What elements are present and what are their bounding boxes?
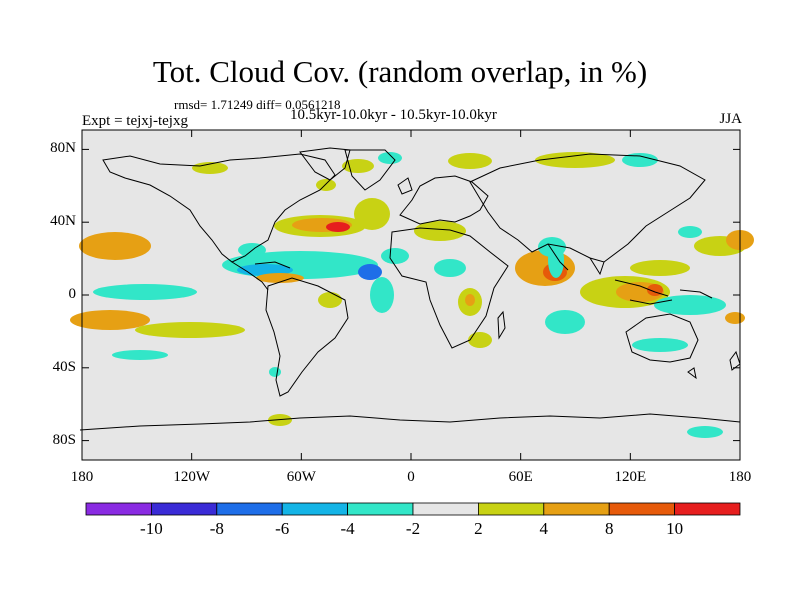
anomaly-patch (538, 237, 566, 257)
anomaly-patch (465, 294, 475, 306)
colorbar-label: -4 (340, 519, 355, 538)
x-tick-label: 180 (70, 469, 94, 485)
anomaly-patch (687, 426, 723, 438)
x-tick-label: 180 (728, 469, 752, 485)
anomaly-patch (678, 226, 702, 238)
anomaly-patch (381, 248, 409, 264)
colorbar-label: -2 (405, 519, 421, 538)
anomaly-patch (354, 198, 390, 230)
y-tick-label: 80N (50, 140, 76, 157)
anomaly-patch (318, 292, 342, 308)
colorbar-label: -10 (140, 519, 163, 538)
colorbar-segment (412, 502, 479, 516)
colorbar-segment (85, 502, 152, 516)
anomaly-patch (632, 338, 688, 352)
colorbar-label: -6 (275, 519, 290, 538)
anomaly-patch (414, 221, 466, 241)
colorbar-label: 2 (474, 519, 483, 538)
rmsd-diff-stats: rmsd= 1.71249 diff= 0.0561218 (174, 97, 341, 112)
anomaly-patch (434, 259, 466, 277)
anomaly-patch (135, 322, 245, 338)
anomaly-patch (269, 367, 281, 377)
anomaly-patch (622, 153, 658, 167)
anomaly-patch (370, 277, 394, 313)
anomaly-patch (237, 264, 293, 276)
anomaly-patch (112, 350, 168, 360)
colorbar-label: 8 (604, 519, 614, 538)
colorbar-segment (150, 502, 218, 516)
anomaly-patch (535, 152, 615, 168)
x-tick-label: 60E (508, 469, 533, 485)
anomaly-patch (79, 232, 151, 260)
y-tick-label: 0 (68, 286, 77, 302)
colorbar-segment (281, 502, 349, 516)
experiment-label: Expt = tejxj-tejxg (82, 113, 188, 129)
colorbar-label: 10 (666, 519, 684, 538)
x-tick-label: 60W (286, 469, 316, 485)
anomaly-patch (448, 153, 492, 169)
colorbar-segment (608, 502, 676, 516)
anomaly-patch (256, 273, 304, 283)
season-label: JJA (719, 111, 742, 127)
y-tick-label: 80S (52, 431, 76, 448)
anomaly-patch (358, 264, 382, 280)
y-tick-label: 40S (52, 358, 76, 375)
colorbar-segment (216, 502, 283, 516)
anomaly-patch (192, 162, 228, 174)
anomaly-patch (93, 284, 197, 300)
colorbar-segment (477, 502, 545, 516)
colorbar-label: -8 (209, 519, 224, 538)
colorbar-segment (674, 502, 741, 516)
anomaly-patch (654, 295, 726, 315)
page-title: Tot. Cloud Cov. (random overlap, in %) (152, 54, 648, 89)
y-tick-label: 40N (50, 213, 76, 230)
anomaly-patch (630, 260, 690, 276)
anomaly-patch (326, 222, 350, 232)
colorbar-segment (543, 502, 610, 516)
x-tick-label: 120E (614, 469, 647, 485)
x-tick-label: 0 (407, 469, 415, 485)
anomaly-patch (468, 332, 492, 348)
colorbar (85, 502, 741, 516)
anomaly-patch (316, 179, 336, 191)
colorbar-label: 4 (539, 519, 549, 538)
colorbar-segment (347, 502, 414, 516)
period-subtitle: 10.5kyr-10.0kyr - 10.5kyr-10.0kyr (290, 107, 497, 123)
anomaly-patches (70, 152, 754, 438)
anomaly-patch (725, 312, 745, 324)
anomaly-patch (70, 310, 150, 330)
anomaly-patch (378, 152, 402, 164)
anomaly-patch (545, 310, 585, 334)
x-tick-label: 120W (173, 469, 210, 485)
coastlines (79, 147, 741, 431)
